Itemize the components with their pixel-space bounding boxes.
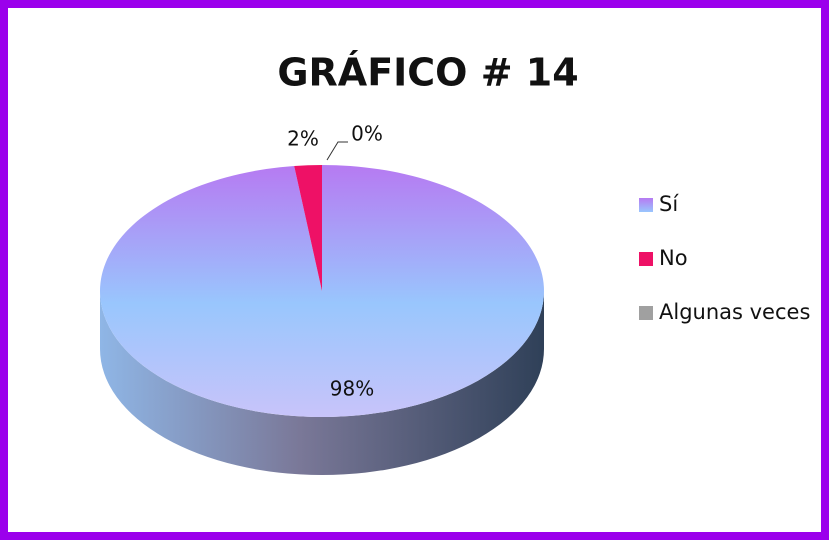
legend-swatch	[639, 252, 653, 266]
legend-label: Algunas veces	[659, 300, 810, 324]
legend: Sí No Algunas veces	[639, 192, 810, 324]
chart-title: GRÁFICO # 14	[277, 51, 578, 95]
data-label: 0%	[351, 122, 383, 146]
pie: 98% 2% 0%	[99, 122, 544, 475]
legend-swatch	[639, 198, 653, 212]
pie-slice	[99, 165, 544, 417]
data-label: 98%	[330, 377, 374, 401]
legend-label: Sí	[659, 192, 679, 216]
data-label: 2%	[287, 127, 319, 151]
leader-line	[326, 141, 348, 161]
pie-side	[100, 291, 544, 475]
pie-slice	[294, 165, 322, 291]
legend-label: No	[659, 246, 688, 270]
legend-swatch	[639, 306, 653, 320]
